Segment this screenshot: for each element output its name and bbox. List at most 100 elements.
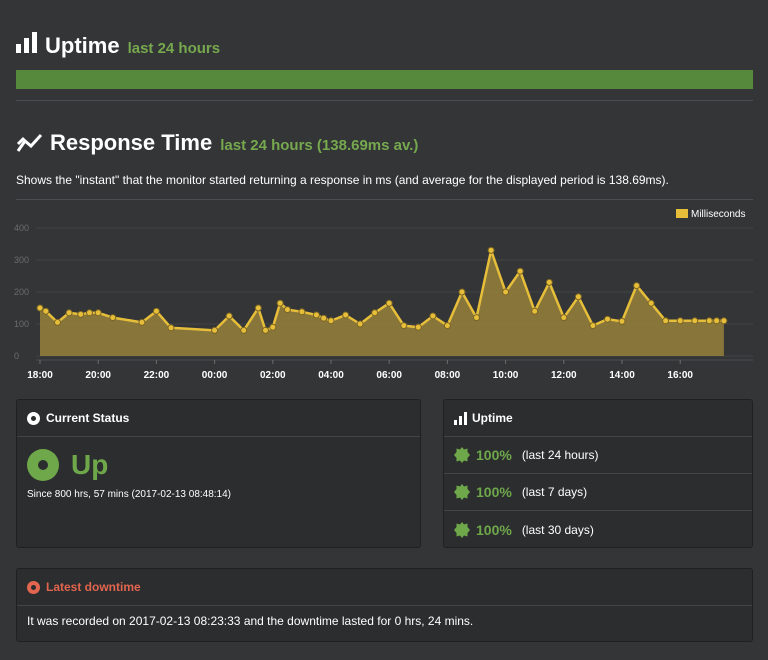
x-tick-label: 22:00 [144,370,170,381]
data-point[interactable] [77,310,85,318]
bar-chart-icon [454,411,467,425]
status-up-icon [27,449,59,481]
data-point[interactable] [487,246,495,254]
data-point[interactable] [705,317,713,325]
uptime-row-24h: 100% (last 24 hours) [444,437,752,474]
data-point[interactable] [574,293,582,301]
uptime-period: (last 30 days) [521,522,594,537]
dot-circle-icon [27,580,40,594]
current-status-header: Current Status [17,400,420,437]
uptime-section-title: Uptime last 24 hours [16,32,220,59]
uptime-panel-title: Uptime [472,411,513,425]
dot-circle-icon [27,411,40,425]
data-point[interactable] [167,324,175,332]
data-point[interactable] [589,322,597,330]
data-point[interactable] [211,326,219,334]
x-tick-label: 16:00 [667,370,693,381]
data-point[interactable] [400,322,408,330]
latest-downtime-text: It was recorded on 2017-02-13 08:23:33 a… [27,614,474,628]
data-point[interactable] [618,317,626,325]
data-point[interactable] [502,288,510,296]
data-point[interactable] [516,267,524,275]
data-point[interactable] [385,299,393,307]
data-point[interactable] [633,282,641,290]
data-point[interactable] [262,326,269,334]
x-tick-label: 08:00 [435,370,461,381]
y-tick-label: 0 [14,351,19,361]
x-tick-label: 02:00 [260,370,286,381]
data-point[interactable] [429,312,437,320]
response-time-subtitle: last 24 hours (138.69ms av.) [220,137,419,154]
data-point[interactable] [545,278,553,286]
data-point[interactable] [225,312,233,320]
data-point[interactable] [254,304,262,312]
y-tick-label: 100 [14,319,29,329]
response-time-chart: 400 300 200 100 0 18:00 20:00 22:00 00:00 02:00 04… [14,209,753,381]
data-point[interactable] [283,306,291,314]
data-point[interactable] [94,309,102,317]
response-time-title: Response Time [50,130,213,155]
latest-downtime-panel: Latest downtime It was recorded on 2017-… [16,568,753,642]
data-point[interactable] [342,311,350,319]
data-point[interactable] [720,317,728,325]
data-point[interactable] [152,307,160,315]
data-point[interactable] [109,314,117,322]
response-time-description: Shows the "instant" that the monitor sta… [16,173,669,187]
data-point[interactable] [676,317,684,325]
uptime-row-30d: 100% (last 30 days) [444,511,752,548]
data-point[interactable] [327,317,335,325]
latest-downtime-header: Latest downtime [17,569,752,606]
latest-downtime-title: Latest downtime [46,580,141,594]
trend-line-icon [16,133,43,152]
data-point[interactable] [662,317,670,325]
divider [16,199,753,200]
data-point[interactable] [443,322,451,330]
data-point[interactable] [138,318,146,326]
uptime-panel: Uptime 100% (last 24 hours) 100% (last 7… [443,399,753,548]
data-point[interactable] [312,311,320,319]
data-point[interactable] [604,315,611,323]
data-point[interactable] [320,314,328,322]
data-point[interactable] [86,309,93,317]
certificate-icon [454,447,470,463]
bar-chart-icon [16,32,37,53]
data-point[interactable] [458,288,466,296]
current-status-title: Current Status [46,411,130,425]
data-point[interactable] [691,317,699,325]
data-point[interactable] [240,326,248,334]
x-tick-label: 18:00 [27,370,53,381]
data-point[interactable] [298,308,306,316]
uptime-title: Uptime [45,33,120,58]
legend-label: Milliseconds [691,209,745,220]
data-point[interactable] [65,309,73,317]
uptime-pct: 100% [476,447,512,463]
data-point[interactable] [36,304,44,312]
y-tick-label: 200 [14,287,29,297]
uptime-bar [16,70,753,89]
data-point[interactable] [531,307,539,315]
x-tick-label: 12:00 [551,370,577,381]
data-point[interactable] [54,318,61,326]
data-point[interactable] [356,320,364,328]
data-point[interactable] [269,323,277,331]
data-point[interactable] [560,314,568,322]
y-tick-label: 300 [14,255,29,265]
data-point[interactable] [42,307,50,315]
uptime-panel-header: Uptime [444,400,752,437]
data-point[interactable] [647,299,655,307]
response-time-section-title: Response Time last 24 hours (138.69ms av… [16,130,418,156]
uptime-pct: 100% [476,521,512,538]
data-point[interactable] [713,317,721,325]
data-point[interactable] [371,309,379,317]
uptime-pct: 100% [476,484,512,500]
status-since: Since 800 hrs, 57 mins (2017-02-13 08:48… [27,489,232,500]
status-state: Up [71,449,109,480]
data-point[interactable] [473,314,480,322]
uptime-row-7d: 100% (last 7 days) [444,474,752,511]
x-tick-label: 06:00 [376,370,402,381]
x-tick-label: 10:00 [493,370,519,381]
x-tick-label: 04:00 [318,370,344,381]
data-point[interactable] [276,299,284,307]
data-point[interactable] [414,323,422,331]
certificate-icon [454,484,470,500]
